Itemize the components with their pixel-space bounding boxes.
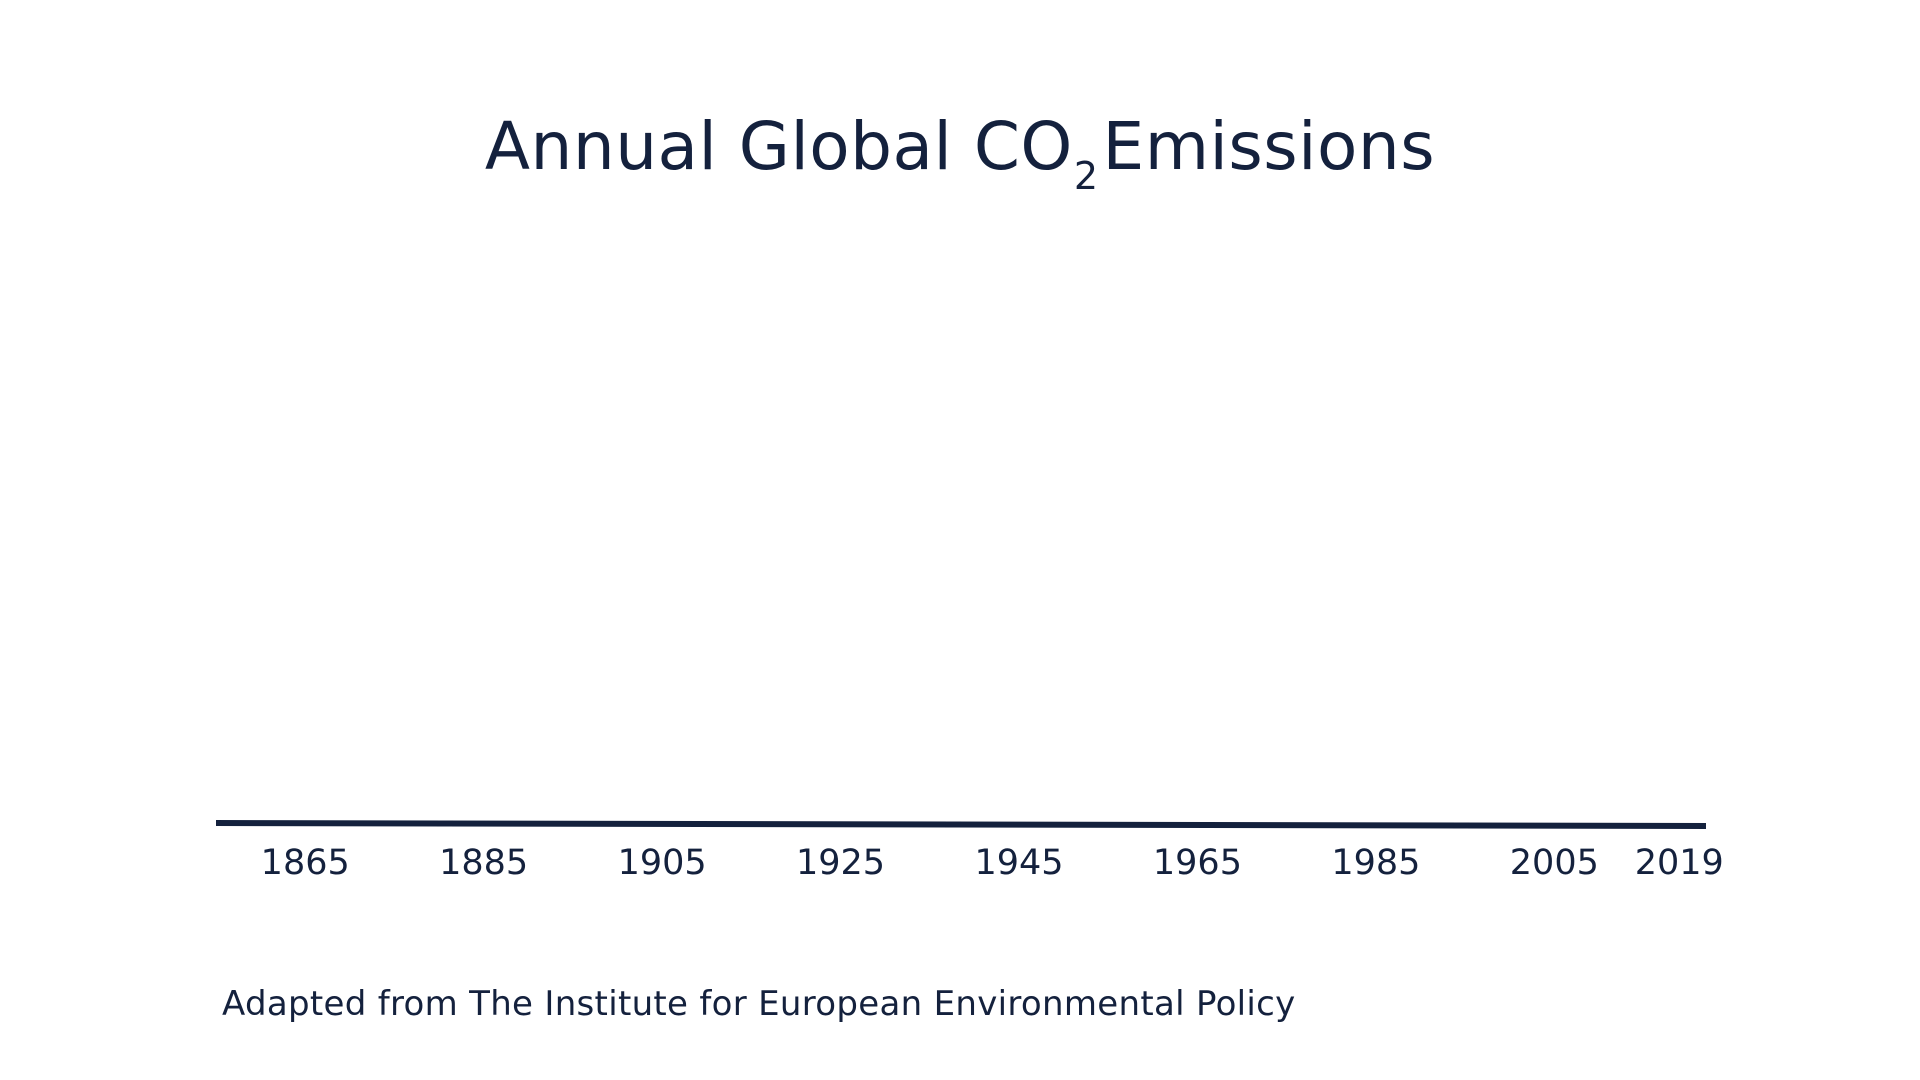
source-note: Adapted from The Institute for European … <box>222 984 1296 1024</box>
x-tick-label-2019: 2019 <box>1635 843 1724 883</box>
x-tick-label-1985: 1985 <box>1331 843 1420 883</box>
x-tick-label-1925: 1925 <box>796 843 885 883</box>
x-tick-label-1965: 1965 <box>1153 843 1242 883</box>
x-axis-tick-labels: 1865 1885 1905 1925 1945 1965 1985 2005 2019 <box>261 843 1724 883</box>
x-tick-label-1865: 1865 <box>261 843 350 883</box>
x-tick-label-1945: 1945 <box>974 843 1063 883</box>
chart-title-main: Annual Global CO <box>484 108 1073 185</box>
x-axis-line <box>215 820 1707 829</box>
chart-title-subscript: 2 <box>1073 154 1099 198</box>
chart-title-suffix: Emissions <box>1102 108 1436 185</box>
x-tick-label-2005: 2005 <box>1510 843 1599 883</box>
chart-title: Annual Global CO2Emissions <box>0 108 1920 198</box>
x-tick-label-1905: 1905 <box>618 843 707 883</box>
x-tick-label-1885: 1885 <box>439 843 528 883</box>
